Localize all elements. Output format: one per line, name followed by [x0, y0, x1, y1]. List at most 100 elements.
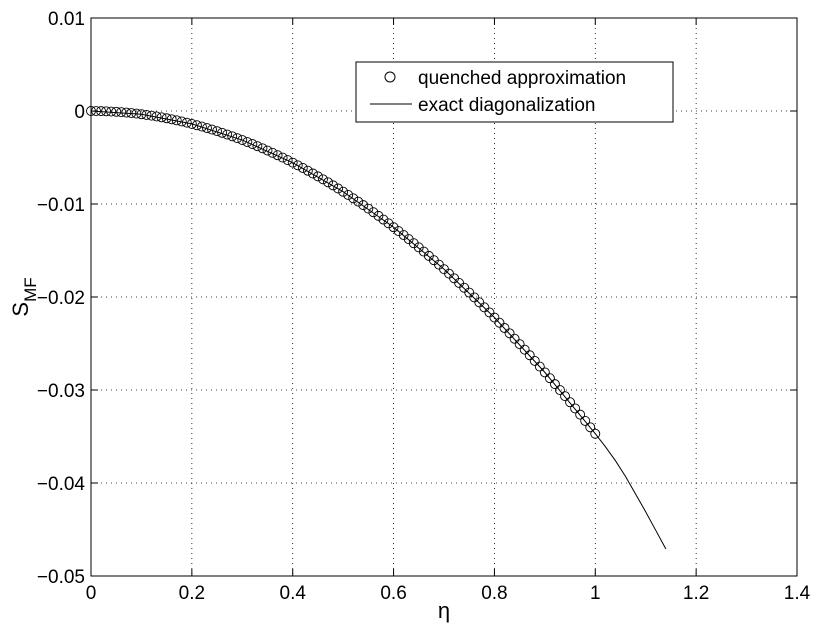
data-point-quenched-approximation: [570, 403, 581, 414]
data-point-quenched-approximation: [338, 186, 349, 197]
data-point-quenched-approximation: [312, 171, 323, 182]
x-tick-label: 0.4: [280, 583, 307, 604]
grid: [91, 18, 797, 576]
data-point-quenched-approximation: [191, 120, 202, 131]
data-point-quenched-approximation: [262, 145, 273, 156]
data-point-quenched-approximation: [292, 160, 303, 171]
y-tick-label: −0.05: [37, 567, 85, 588]
data-point-quenched-approximation: [494, 317, 505, 328]
data-point-quenched-approximation: [555, 385, 565, 396]
data-point-quenched-approximation: [232, 133, 243, 144]
data-point-quenched-approximation: [91, 106, 101, 116]
data-point-quenched-approximation: [212, 126, 223, 137]
data-point-quenched-approximation: [368, 207, 379, 218]
data-point-quenched-approximation: [146, 110, 157, 121]
legend-label-exact: exact diagonalization: [418, 95, 595, 116]
y-tick-label: −0.04: [37, 474, 86, 495]
data-point-quenched-approximation: [136, 109, 147, 120]
data-point-quenched-approximation: [121, 107, 132, 118]
data-point-quenched-approximation: [580, 415, 591, 426]
data-point-quenched-approximation: [242, 137, 253, 147]
data-point-quenched-approximation: [161, 113, 172, 124]
legend: quenched approximation exact diagonaliza…: [355, 61, 674, 123]
data-point-quenched-approximation: [393, 226, 404, 237]
y-tick-label: −0.01: [37, 195, 85, 216]
data-point-quenched-approximation: [363, 203, 374, 214]
data-point-quenched-approximation: [504, 328, 515, 339]
data-point-quenched-approximation: [196, 121, 207, 132]
plot-frame: [90, 17, 798, 577]
x-tick-labels: 0 0.2 0.4 0.6 0.8 1 1.2 1.4: [86, 583, 811, 604]
data-point-quenched-approximation: [524, 350, 535, 361]
x-tick-label: 0.6: [380, 583, 406, 604]
data-point-quenched-approximation: [398, 230, 409, 241]
data-point-quenched-approximation: [267, 147, 278, 158]
data-point-quenched-approximation: [323, 177, 333, 188]
data-point-quenched-approximation: [227, 131, 238, 142]
x-tick-label: 1: [590, 583, 601, 604]
data-point-quenched-approximation: [383, 218, 394, 229]
data-point-quenched-approximation: [217, 127, 228, 138]
data-point-quenched-approximation: [247, 139, 258, 150]
data-point-quenched-approximation: [333, 183, 344, 194]
data-point-quenched-approximation: [106, 106, 117, 117]
x-axis-title: η: [438, 598, 450, 623]
x-tick-label: 0: [86, 583, 97, 604]
data-point-quenched-approximation: [101, 106, 112, 117]
data-point-quenched-approximation: [499, 323, 510, 333]
data-point-quenched-approximation: [590, 428, 601, 439]
data-point-quenched-approximation: [171, 115, 182, 126]
data-point-quenched-approximation: [96, 106, 107, 117]
series-line-exact-diagonalization: [90, 110, 667, 550]
data-point-quenched-approximation: [560, 391, 570, 402]
data-point-quenched-approximation: [348, 193, 359, 204]
data-point-quenched-approximation: [353, 196, 364, 207]
data-point-quenched-approximation: [565, 397, 576, 408]
data-point-quenched-approximation: [539, 367, 550, 378]
data-point-quenched-approximation: [302, 165, 313, 176]
data-point-quenched-approximation: [544, 373, 555, 384]
y-tick-label: 0.01: [48, 9, 85, 30]
data-point-quenched-approximation: [176, 116, 187, 127]
data-point-quenched-approximation: [474, 297, 485, 308]
y-tick-label: −0.03: [37, 381, 85, 402]
y-tick-label: 0: [74, 102, 85, 123]
data-point-quenched-approximation: [297, 162, 308, 173]
data-point-quenched-approximation: [509, 333, 520, 344]
data-point-quenched-approximation: [111, 106, 122, 117]
y-tick-labels: 0.01 0 −0.01 −0.02 −0.03 −0.04 −0.05: [37, 9, 86, 588]
x-tick-label: 0.2: [179, 583, 205, 604]
data-point-quenched-approximation: [479, 302, 490, 313]
data-point-quenched-approximation: [328, 180, 339, 191]
data-point-quenched-approximation: [575, 409, 586, 420]
data-point-quenched-approximation: [469, 292, 480, 303]
y-axis-title-subscript: MF: [21, 277, 40, 302]
data-point-quenched-approximation: [151, 111, 162, 122]
data-point-quenched-approximation: [282, 155, 293, 166]
y-axis-title-main: S: [8, 302, 33, 317]
data-point-quenched-approximation: [585, 422, 596, 433]
data-point-quenched-approximation: [287, 157, 298, 168]
legend-marker-quenched: [384, 71, 396, 83]
data-point-quenched-approximation: [484, 307, 495, 318]
data-point-quenched-approximation: [141, 109, 152, 120]
data-point-quenched-approximation: [318, 174, 328, 185]
data-point-quenched-approximation: [388, 222, 399, 233]
series-layer: [86, 106, 667, 550]
data-point-quenched-approximation: [207, 124, 217, 135]
data-point-quenched-approximation: [529, 355, 540, 366]
data-point-quenched-approximation: [514, 339, 525, 350]
data-point-quenched-approximation: [131, 108, 142, 119]
data-point-quenched-approximation: [166, 114, 177, 125]
x-tick-label: 1.2: [683, 583, 709, 604]
data-point-quenched-approximation: [343, 190, 354, 200]
data-point-quenched-approximation: [549, 379, 560, 390]
data-point-quenched-approximation: [378, 214, 389, 225]
y-tick-label: −0.02: [37, 288, 85, 309]
data-point-quenched-approximation: [534, 361, 545, 372]
data-point-quenched-approximation: [257, 143, 268, 154]
legend-box: [355, 61, 674, 123]
data-point-quenched-approximation: [222, 129, 233, 140]
data-point-quenched-approximation: [358, 200, 369, 211]
